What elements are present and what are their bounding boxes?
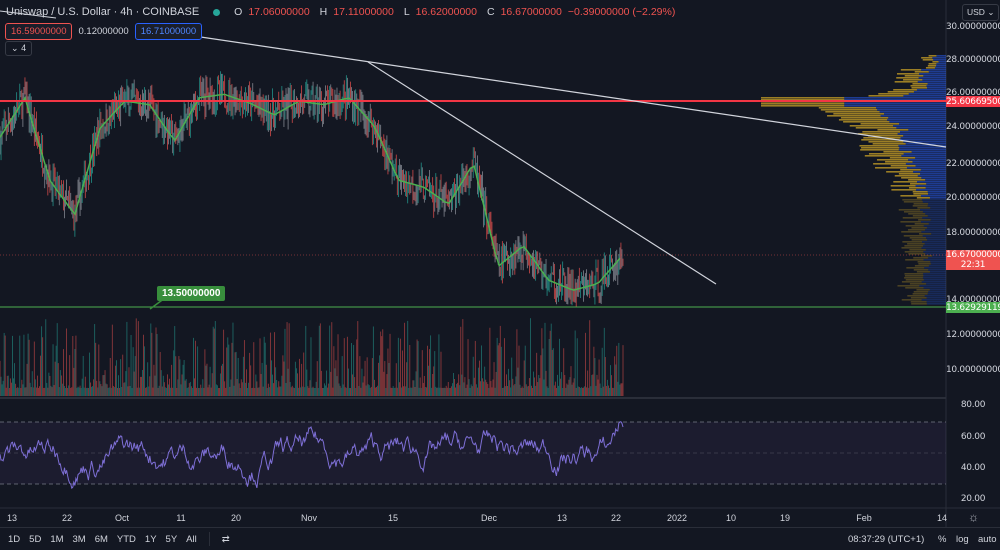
log-toggle[interactable]: log	[956, 534, 969, 545]
low-value: 16.62000000	[415, 6, 477, 18]
rsi-tick: 60.00	[960, 432, 986, 442]
price-tick: 20.00000000	[946, 193, 1000, 203]
support-price-tag: 13.62929119	[946, 303, 1000, 313]
close-value: 16.67000000	[500, 6, 562, 18]
time-tick: 13	[6, 513, 18, 523]
change-value: −0.39000000 (−2.29%)	[567, 6, 676, 18]
open-value: 17.06000000	[248, 6, 310, 18]
market-status-dot	[213, 8, 221, 16]
indicators-toggle[interactable]: ⌄ 4	[5, 41, 33, 56]
price-tick: 26.00000000	[946, 88, 1000, 98]
time-tick: 15	[387, 513, 399, 523]
volume-profile	[761, 55, 946, 305]
range-1d[interactable]: 1D	[8, 533, 21, 545]
currency-select[interactable]: USD ⌄	[962, 4, 1000, 21]
price-tick: 24.00000000	[946, 122, 1000, 132]
sell-button[interactable]: 16.59000000	[5, 23, 73, 40]
chevron-down-icon: ⌄	[11, 43, 19, 53]
symbol-title[interactable]: Uniswap / U.S. Dollar · 4h · COINBASE	[6, 6, 200, 18]
range-1m[interactable]: 1M	[50, 533, 64, 545]
price-tick: 10.00000000	[946, 365, 1000, 375]
trendline-short	[367, 61, 717, 285]
trendline-long	[159, 30, 947, 148]
chevron-down-icon: ⌄	[987, 7, 995, 17]
price-tick: 22.00000000	[946, 159, 1000, 169]
moving-average-line	[0, 93, 621, 291]
range-5d[interactable]: 5D	[29, 533, 42, 545]
range-1y[interactable]: 1Y	[144, 533, 157, 545]
settings-gear-icon[interactable]: ☼	[968, 510, 979, 524]
price-tick: 14.00000000	[946, 295, 1000, 305]
time-tick: 14	[936, 513, 948, 523]
time-tick: Feb	[856, 513, 872, 523]
last-price-tag: 16.67000000	[946, 250, 1000, 260]
time-tick: Nov	[300, 513, 318, 523]
buy-button[interactable]: 16.71000000	[134, 23, 203, 40]
spread-value: 0.12000000	[78, 26, 129, 37]
time-tick: 19	[779, 513, 791, 523]
auto-toggle[interactable]: auto	[978, 534, 997, 545]
time-tick: 10	[725, 513, 737, 523]
trade-buttons: 16.59000000 0.12000000 16.71000000	[5, 23, 203, 40]
high-value: 17.11000000	[333, 6, 394, 18]
range-5y[interactable]: 5Y	[165, 533, 178, 545]
support-callout[interactable]: 13.50000000	[157, 286, 226, 301]
go-to-date-icon[interactable]: ⇄	[221, 533, 230, 545]
rsi-tick: 40.00	[960, 463, 986, 473]
time-tick: 22	[610, 513, 622, 523]
price-tick: 30.00000000	[946, 22, 1000, 32]
rsi-tick: 20.00	[960, 494, 986, 504]
clock-timezone[interactable]: 08:37:29 (UTC+1)	[848, 534, 925, 545]
resistance-price-tag: 25.60669500	[946, 97, 1000, 107]
price-tick: 18.00000000	[946, 228, 1000, 238]
range-ytd[interactable]: YTD	[116, 533, 136, 545]
time-tick: Oct	[114, 513, 130, 523]
price-tick: 28.00000000	[946, 55, 1000, 65]
time-tick: 22	[61, 513, 73, 523]
percent-toggle[interactable]: %	[938, 534, 947, 545]
time-tick: 20	[230, 513, 242, 523]
price-tick: 12.00000000	[946, 330, 1000, 340]
time-tick: 11	[176, 513, 186, 523]
range-6m[interactable]: 6M	[94, 533, 108, 545]
time-tick: Dec	[480, 513, 498, 523]
rsi-line	[0, 421, 624, 490]
volume-bars	[0, 318, 624, 396]
candles	[0, 71, 624, 307]
time-tick: 13	[556, 513, 568, 523]
range-all[interactable]: All	[186, 533, 197, 545]
range-3m[interactable]: 3M	[72, 533, 86, 545]
rsi-tick: 80.00	[960, 400, 986, 410]
time-tick: 2022	[666, 513, 688, 523]
bar-countdown: 22:31	[960, 260, 986, 270]
bottom-toolbar: 1D 5D 1M 3M 6M YTD 1Y 5Y All ⇄	[0, 527, 1000, 550]
